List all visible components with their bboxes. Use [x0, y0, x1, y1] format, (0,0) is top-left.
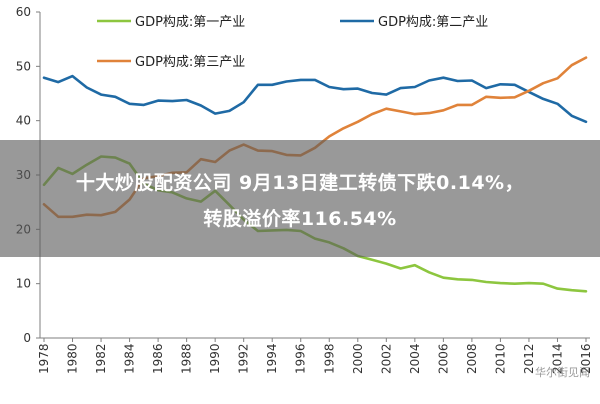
y-tick-label: 10	[16, 277, 31, 291]
headline-line-1: 十大炒股配资公司 9月13日建工转债下跌0.14%，	[75, 172, 525, 194]
x-tick-label: 1978	[37, 343, 51, 374]
x-tick-label: 1984	[123, 343, 137, 374]
y-tick-label: 40	[16, 114, 31, 128]
headline-line-2: 转股溢价率116.54%	[203, 208, 397, 230]
legend-label-1: GDP构成:第一产业	[135, 15, 245, 30]
x-tick-label: 1998	[322, 343, 336, 374]
x-tick-label: 1988	[180, 343, 194, 374]
x-tick-label: 2012	[522, 343, 536, 374]
x-tick-label: 1986	[151, 343, 165, 374]
x-tick-label: 1992	[237, 343, 251, 374]
x-tick-label: 1994	[265, 343, 279, 374]
legend-label-2: GDP构成:第二产业	[378, 15, 488, 30]
x-tick-label: 1996	[294, 343, 308, 374]
headline-overlay-band	[0, 140, 600, 257]
x-tick-label: 1982	[94, 343, 108, 374]
x-tick-label: 2006	[436, 343, 450, 374]
x-tick-label: 1980	[66, 343, 80, 374]
y-tick-label: 0	[23, 331, 31, 345]
x-tick-label: 2016	[579, 343, 593, 374]
y-tick-label: 50	[16, 59, 31, 73]
x-tick-label: 2004	[408, 343, 422, 374]
legend-label-3: GDP构成:第三产业	[135, 55, 245, 70]
x-tick-label: 1990	[208, 343, 222, 374]
watermark: 华尔街见闻	[535, 366, 590, 379]
series-line-2	[42, 74, 588, 124]
x-tick-label: 2008	[465, 343, 479, 374]
x-tick-label: 2014	[550, 343, 564, 374]
x-tick-label: 2010	[493, 343, 507, 374]
y-tick-label: 60	[16, 5, 31, 19]
x-tick-label: 2002	[379, 343, 393, 374]
x-tick-label: 2000	[351, 343, 365, 374]
